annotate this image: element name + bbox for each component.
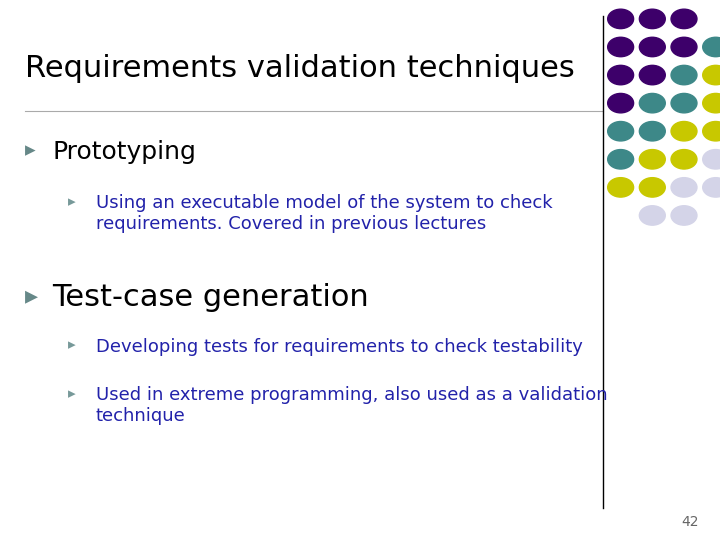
Text: ▸: ▸ (68, 386, 76, 401)
Circle shape (703, 37, 720, 57)
Text: Prototyping: Prototyping (53, 140, 197, 164)
Circle shape (608, 9, 634, 29)
Circle shape (671, 93, 697, 113)
Circle shape (608, 93, 634, 113)
Text: Developing tests for requirements to check testability: Developing tests for requirements to che… (96, 338, 582, 355)
Circle shape (703, 178, 720, 197)
Circle shape (639, 150, 665, 169)
Text: Requirements validation techniques: Requirements validation techniques (25, 54, 575, 83)
Circle shape (608, 178, 634, 197)
Text: Test-case generation: Test-case generation (53, 284, 369, 313)
Circle shape (639, 206, 665, 225)
Circle shape (639, 93, 665, 113)
Circle shape (639, 9, 665, 29)
Circle shape (608, 122, 634, 141)
Text: ▸: ▸ (25, 284, 38, 309)
Text: ▸: ▸ (25, 140, 36, 160)
Circle shape (671, 178, 697, 197)
Circle shape (639, 37, 665, 57)
Text: ▸: ▸ (68, 338, 76, 353)
Circle shape (639, 178, 665, 197)
Circle shape (639, 65, 665, 85)
Circle shape (671, 37, 697, 57)
Text: Using an executable model of the system to check
requirements. Covered in previo: Using an executable model of the system … (96, 194, 552, 233)
Circle shape (671, 9, 697, 29)
Circle shape (703, 150, 720, 169)
Circle shape (671, 122, 697, 141)
Circle shape (608, 150, 634, 169)
Text: 42: 42 (681, 515, 698, 529)
Circle shape (671, 150, 697, 169)
Circle shape (703, 65, 720, 85)
Circle shape (639, 122, 665, 141)
Text: ▸: ▸ (68, 194, 76, 210)
Circle shape (703, 122, 720, 141)
Circle shape (671, 206, 697, 225)
Text: Used in extreme programming, also used as a validation
technique: Used in extreme programming, also used a… (96, 386, 608, 425)
Circle shape (671, 65, 697, 85)
Circle shape (703, 93, 720, 113)
Circle shape (608, 37, 634, 57)
Circle shape (608, 65, 634, 85)
